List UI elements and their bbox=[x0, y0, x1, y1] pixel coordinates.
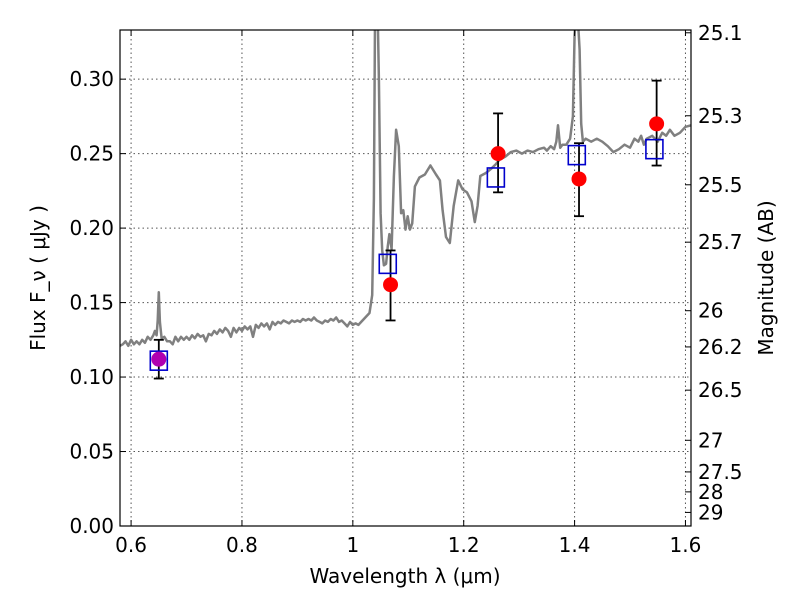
mag-tick-label: 25.3 bbox=[698, 104, 743, 128]
mag-tick-label: 25.7 bbox=[698, 230, 743, 254]
mag-tick-label: 25.1 bbox=[698, 21, 743, 45]
observed-points bbox=[151, 116, 665, 367]
x-axis-label: Wavelength λ (μm) bbox=[309, 564, 500, 588]
model-point bbox=[486, 167, 506, 188]
observed-point bbox=[649, 116, 665, 132]
model-point bbox=[378, 253, 398, 275]
mag-tick-label: 27.5 bbox=[698, 460, 743, 484]
observed-point bbox=[490, 146, 506, 162]
plot-frame bbox=[119, 29, 692, 527]
observed-point bbox=[151, 351, 167, 367]
y-tick-label: 0.20 bbox=[69, 216, 114, 240]
y-tick-label: 0.05 bbox=[69, 440, 114, 464]
y-tick-label: 0.00 bbox=[69, 514, 114, 538]
x-tick-label: 1 bbox=[346, 533, 359, 557]
observed-point bbox=[383, 277, 399, 293]
axis-ticks: 0.6 0.8 1 1.2 1.4 1.6 0.00 0.05 0.10 0.15 0.20 0.25… bbox=[69, 21, 742, 557]
y-axis-label-right: Magnitude (AB) bbox=[754, 200, 778, 355]
plot-background bbox=[120, 30, 691, 526]
x-tick-label: 0.6 bbox=[115, 533, 147, 557]
y-axis-label-left: Flux F_ν ( μJy ) bbox=[26, 205, 50, 351]
x-tick-label: 1.6 bbox=[670, 533, 702, 557]
mag-tick-label: 26.2 bbox=[698, 335, 743, 359]
mag-tick-label: 26 bbox=[698, 299, 723, 323]
x-tick-label: 0.8 bbox=[226, 533, 258, 557]
data-layer bbox=[120, 30, 691, 380]
x-tick-label: 1.4 bbox=[559, 533, 591, 557]
y-tick-label: 0.25 bbox=[69, 142, 114, 166]
model-point bbox=[645, 138, 664, 160]
mag-tick-label: 29 bbox=[698, 500, 723, 524]
x-tick-label: 1.2 bbox=[448, 533, 480, 557]
y-tick-label: 0.15 bbox=[69, 291, 114, 315]
model-points bbox=[149, 138, 664, 371]
mag-tick-label: 28 bbox=[698, 480, 723, 504]
model-point bbox=[149, 350, 169, 371]
mag-tick-label: 26.5 bbox=[698, 378, 743, 402]
observed-point bbox=[571, 171, 587, 187]
y-tick-label: 0.30 bbox=[69, 67, 114, 91]
model-point bbox=[567, 144, 587, 166]
mag-tick-label: 27 bbox=[698, 428, 723, 452]
mag-tick-label: 25.5 bbox=[698, 173, 743, 197]
y-tick-label: 0.10 bbox=[69, 365, 114, 389]
spectrum-line bbox=[120, 30, 691, 348]
